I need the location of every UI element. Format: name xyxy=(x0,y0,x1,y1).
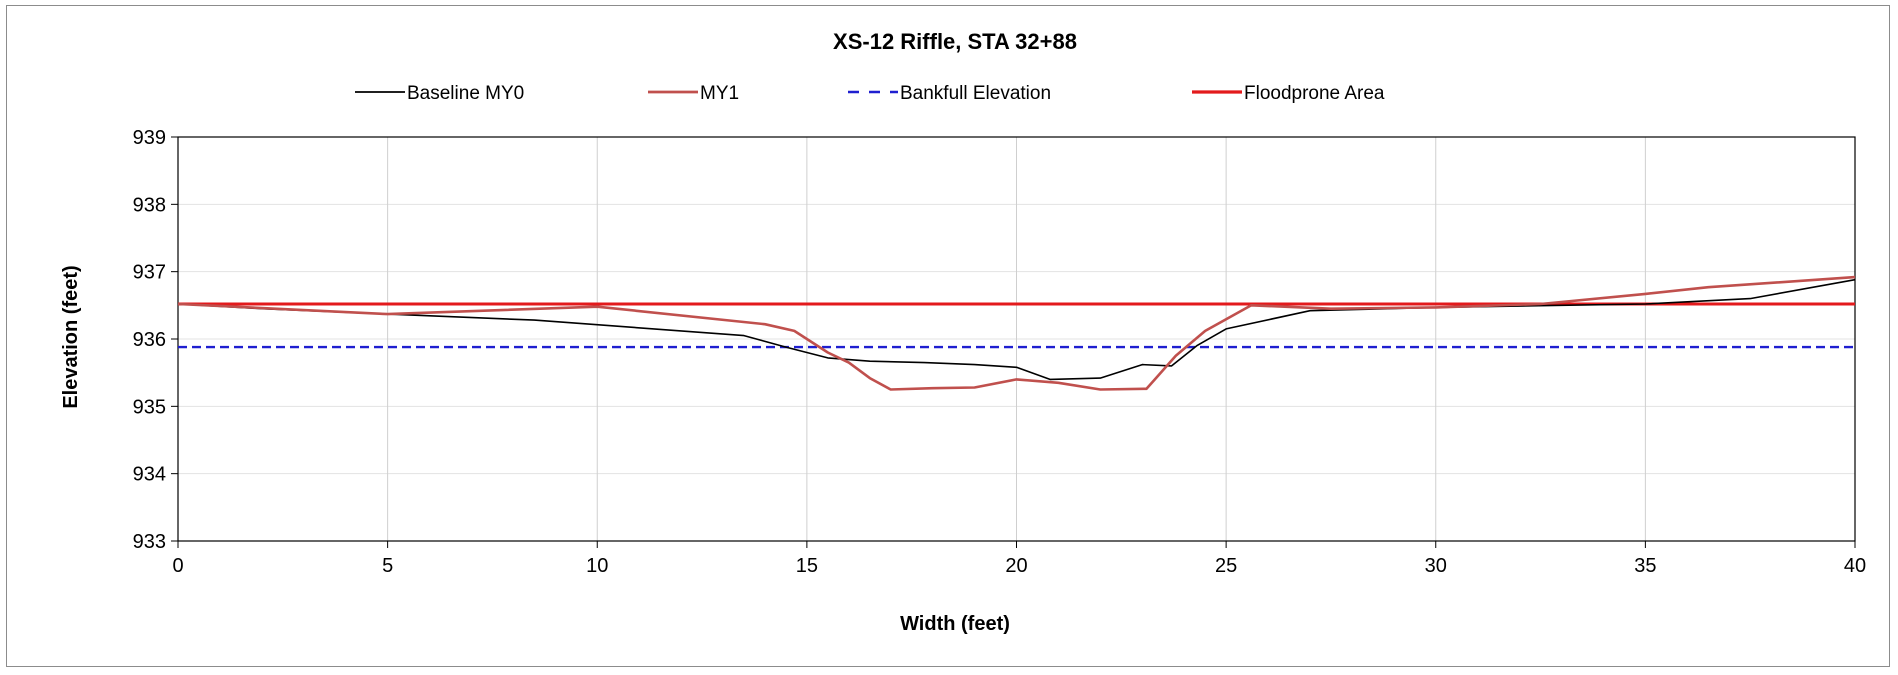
series-line-my1 xyxy=(177,275,1856,391)
x-tick-label: 20 xyxy=(1005,555,1027,577)
axis-ticks: 933 934 935 936 937 938 939 0 5 10 15 20 25 30 35 40 xyxy=(133,127,1867,577)
y-tick-label: 939 xyxy=(133,127,166,149)
legend-label: Bankfull Elevation xyxy=(900,83,1051,104)
x-axis-title: Width (feet) xyxy=(900,613,1010,635)
x-tick-label: 30 xyxy=(1425,555,1447,577)
y-tick-label: 938 xyxy=(133,194,166,216)
x-tick-label: 15 xyxy=(796,555,818,577)
y-tick-label: 936 xyxy=(133,329,166,351)
chart-frame xyxy=(6,5,1890,667)
grid xyxy=(177,136,1856,542)
y-tick-label: 935 xyxy=(133,396,166,418)
y-tick-label: 933 xyxy=(133,531,166,553)
x-tick-label: 10 xyxy=(586,555,608,577)
x-tick-label: 35 xyxy=(1634,555,1656,577)
x-tick-label: 25 xyxy=(1215,555,1237,577)
x-tick-label: 40 xyxy=(1844,555,1866,577)
legend-label: Baseline MY0 xyxy=(407,83,524,104)
series-group xyxy=(177,275,1856,391)
x-tick-label: 0 xyxy=(172,555,183,577)
x-tick-label: 5 xyxy=(382,555,393,577)
legend: Baseline MY0 MY1 Bankfull Elevation Floodpr… xyxy=(355,83,1385,104)
y-axis-title: Elevation (feet) xyxy=(60,265,82,408)
y-tick-label: 934 xyxy=(133,464,166,486)
chart-title: XS-12 Riffle, STA 32+88 xyxy=(833,29,1077,54)
y-tick-label: 937 xyxy=(133,262,166,284)
legend-label: Floodprone Area xyxy=(1244,83,1385,104)
legend-label: MY1 xyxy=(700,83,739,104)
